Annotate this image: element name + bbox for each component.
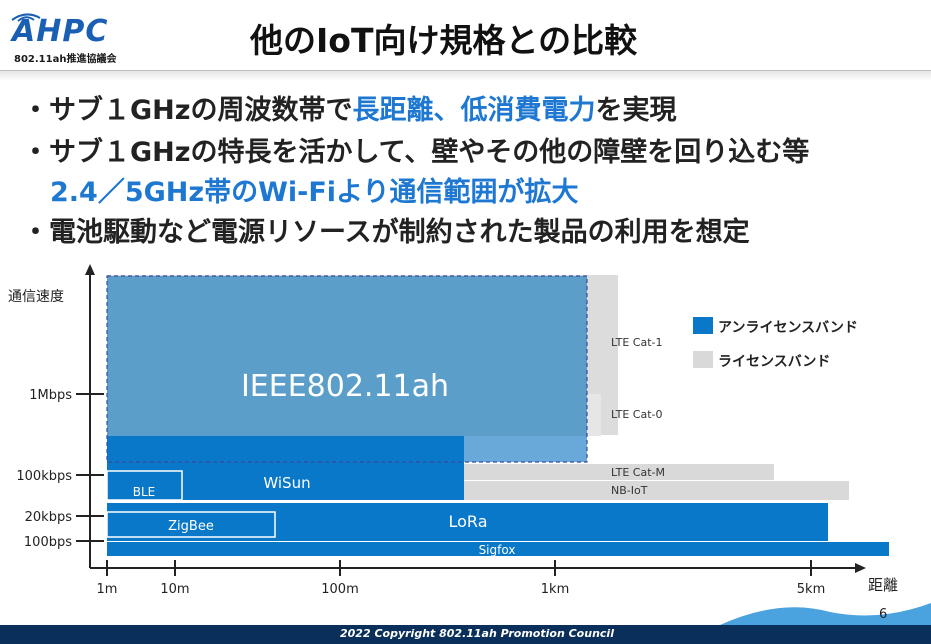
y-tick-label-100bps: 100bps	[24, 535, 72, 550]
label-ble: BLE	[133, 485, 156, 499]
y-axis-label: 通信速度	[8, 289, 64, 305]
legend-swatch-unlicensed	[693, 317, 713, 334]
logo-text: AHPC	[12, 14, 109, 49]
logo-subtitle: 802.11ah推進協議会	[14, 54, 117, 65]
bullet-2: ・サブ１GHzの特長を活かして、壁やその他の障壁を回り込む等	[22, 130, 809, 169]
copyright-text: 2022 Copyright 802.11ah Promotion Counci…	[340, 627, 614, 640]
ieee80211ah-outline	[106, 275, 588, 463]
label-wisun: WiSun	[263, 474, 310, 492]
bar-zigbee	[106, 511, 276, 538]
bullet-1: ・サブ１GHzの周波数帯で長距離、低消費電力を実現	[22, 88, 676, 127]
label-lora: LoRa	[449, 512, 488, 531]
label-sigfox: Sigfox	[479, 543, 516, 557]
bar-ieee80211ah	[107, 276, 587, 462]
footer-bar	[0, 625, 931, 644]
page-number: 6	[879, 607, 888, 622]
bullet-3-text: ・電池駆動など電源リソースが制約された製品の利用を想定	[22, 217, 750, 248]
x-tick-label-1km: 1km	[541, 582, 569, 597]
x-tick-label-10m: 10m	[160, 582, 189, 597]
legend-swatch-licensed	[693, 351, 713, 368]
label-lte-catm: LTE Cat-M	[611, 466, 665, 479]
y-tick-label-100kbps: 100kbps	[16, 469, 72, 484]
bullet-3: ・電池駆動など電源リソースが制約された製品の利用を想定	[22, 210, 750, 249]
logo-wave-icon	[11, 13, 41, 22]
x-tick-label-100m: 100m	[321, 582, 358, 597]
label-ieee80211ah: IEEE802.11ah	[241, 369, 449, 404]
bullet-2-highlight: 2.4／5GHz帯のWi-Fiより通信範囲が拡大	[50, 177, 579, 208]
bullet-1-highlight: 長距離、低消費電力	[352, 95, 596, 126]
y-tick-label-1mbps: 1Mbps	[29, 388, 72, 403]
page-title: 他のIoT向け規格との比較	[250, 21, 638, 60]
label-nbiot: NB-IoT	[611, 484, 648, 497]
footer-wave	[720, 603, 931, 625]
header-shadow	[0, 71, 931, 81]
legend-label-unlicensed: アンライセンスバンド	[718, 320, 858, 336]
legend-label-licensed: ライセンスバンド	[718, 354, 830, 370]
y-axis-arrow-icon	[85, 264, 95, 275]
label-lte-cat1: LTE Cat-1	[611, 336, 662, 349]
bullet-2-text: ・サブ１GHzの特長を活かして、壁やその他の障壁を回り込む等	[22, 137, 810, 168]
bullet-2-continuation: 2.4／5GHz帯のWi-Fiより通信範囲が拡大	[50, 170, 579, 209]
ahpc-logo: AHPC 802.11ah推進協議会	[6, 8, 136, 66]
bullet-1-prefix: ・サブ１GHzの周波数帯で	[22, 95, 353, 126]
y-tick-label-20kbps: 20kbps	[25, 510, 73, 525]
bullet-1-suffix: を実現	[595, 95, 677, 126]
x-axis-label: 距離	[868, 576, 898, 594]
label-zigbee: ZigBee	[168, 519, 214, 534]
label-lte-cat0: LTE Cat-0	[611, 408, 662, 421]
x-axis-arrow-icon	[855, 563, 866, 573]
x-tick-label-5km: 5km	[797, 582, 825, 597]
bar-ble	[106, 470, 183, 501]
x-tick-label-1m: 1m	[97, 582, 118, 597]
bar-sigfox	[107, 542, 889, 556]
header-divider	[0, 70, 931, 71]
